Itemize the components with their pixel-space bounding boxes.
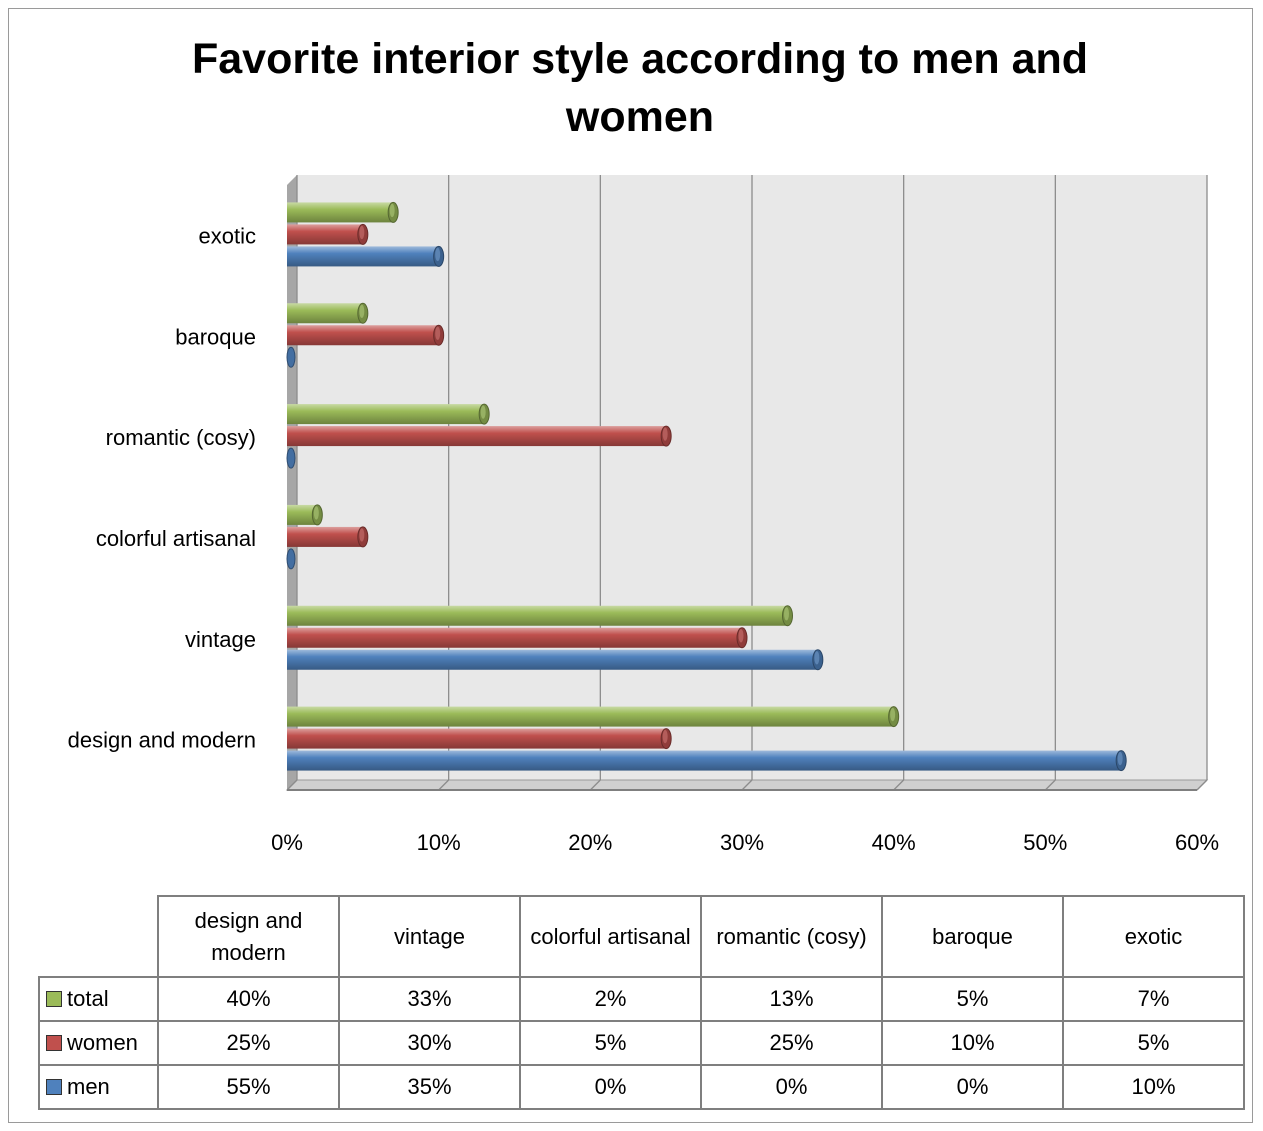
table-cell: 30% [338,1020,521,1066]
y-category-label: design and modern [68,728,256,753]
table-cell: 5% [519,1020,702,1066]
table-row: women 25% 30% 5% 25% 10% 5% [38,1020,1245,1066]
table-cell: 10% [881,1020,1064,1066]
table-category-header: colorful artisanal [519,895,702,978]
table-cell: 25% [700,1020,883,1066]
legend-swatch [46,1079,62,1095]
y-category-label: exotic [199,223,256,248]
table-corner [39,896,159,978]
bar-men [286,548,296,570]
legend-swatch [46,991,62,1007]
bar-total [287,201,399,223]
y-category-label: baroque [175,324,256,349]
bar-total [287,403,490,425]
bar-women [287,627,748,649]
table-category-header: romantic (cosy) [700,895,883,978]
bar-chart: 0% 10% 20% 30% 40% 50% 60% design and modern vin… [68,175,1219,855]
table-cell: 55% [157,1064,340,1110]
x-tick-label: 10% [417,830,461,855]
legend-label: women [67,1030,138,1055]
table-row: total 40% 33% 2% 13% 5% 7% [38,976,1245,1022]
table-cell: 35% [338,1064,521,1110]
bar-total [287,605,793,627]
table-cell: 10% [1062,1064,1245,1110]
table-cell: 40% [157,976,340,1022]
table-cell: 5% [1062,1020,1245,1066]
bar-men [287,750,1127,772]
table-cell: 0% [519,1064,702,1110]
bar-total [287,504,323,526]
y-category-label: romantic (cosy) [106,425,256,450]
bar-men [286,447,296,469]
table-category-header: vintage [338,895,521,978]
table-cell: 33% [338,976,521,1022]
data-table: design and modern vintage colorful artisan… [38,895,1245,1110]
table-cell: 0% [881,1064,1064,1110]
legend-entry: total [38,976,159,1022]
chart-title: Favorite interior style according to men… [191,35,1089,141]
legend-label: men [67,1074,110,1099]
bar-men [286,346,296,368]
table-category-header: design and modern [157,895,340,978]
table-cell: 5% [881,976,1064,1022]
table-category-header: baroque [881,895,1064,978]
bar-men [287,245,445,267]
table-cell: 2% [519,976,702,1022]
legend-entry: women [38,1020,159,1066]
x-tick-label: 40% [872,830,916,855]
bar-total [287,302,369,324]
y-category-label: colorful artisanal [96,526,256,551]
table-row: men 55% 35% 0% 0% 0% 10% [38,1064,1245,1110]
bar-women [287,728,672,750]
table-category-header: exotic [1062,895,1245,978]
bar-women [287,223,369,245]
x-tick-label: 0% [271,830,303,855]
table-cell: 0% [700,1064,883,1110]
x-tick-label: 50% [1023,830,1067,855]
legend-entry: men [38,1064,159,1110]
bar-women [287,324,445,346]
table-cell: 25% [157,1020,340,1066]
legend-label: total [67,986,109,1011]
x-tick-label: 20% [568,830,612,855]
y-category-label: vintage [185,627,256,652]
table-cell: 13% [700,976,883,1022]
x-tick-label: 60% [1175,830,1219,855]
legend-swatch [46,1035,62,1051]
x-tick-label: 30% [720,830,764,855]
bar-total [287,706,900,728]
bar-women [287,425,672,447]
bar-women [287,526,369,548]
table-cell: 7% [1062,976,1245,1022]
bar-men [287,649,824,671]
